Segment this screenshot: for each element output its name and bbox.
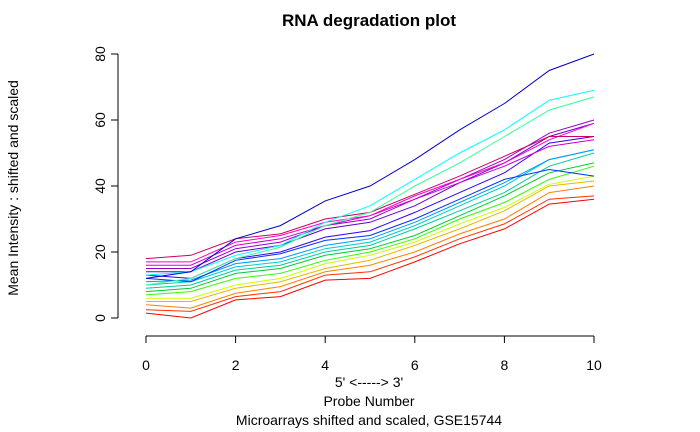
series-line-8 <box>145 152 595 289</box>
series-line-12 <box>145 136 595 279</box>
series-line-4 <box>146 180 595 302</box>
y-axis-label: Mean Intensity : shifted and scaled <box>5 80 21 296</box>
series-line-7 <box>145 162 595 293</box>
chart-subtitle: Microarrays shifted and scaled, GSE15744 <box>236 412 502 428</box>
y-tick-label: 60 <box>92 112 108 128</box>
x-ticks: 0 2 4 6 8 10 <box>142 336 602 373</box>
series-line-19 <box>145 89 595 276</box>
series-line-2 <box>145 195 595 312</box>
x-axis: 0 2 4 6 8 10 <box>142 335 602 373</box>
series-lines <box>145 53 595 319</box>
series-line-11 <box>145 168 595 283</box>
x-axis-label: Probe Number <box>323 393 414 409</box>
series-line-16 <box>146 122 595 263</box>
y-axis: 0 20 40 60 80 <box>92 46 119 322</box>
x-tick-label: 10 <box>586 357 602 373</box>
series-line-6 <box>145 165 595 296</box>
series-line-3 <box>145 185 595 309</box>
series-line-9 <box>145 149 595 286</box>
y-tick-label: 20 <box>92 244 108 260</box>
x-tick-label: 8 <box>501 357 509 373</box>
x-tick-label: 4 <box>321 357 329 373</box>
y-tick-label: 80 <box>92 46 108 62</box>
x-tick-label: 2 <box>232 357 240 373</box>
series-line-20 <box>145 53 595 279</box>
y-tick-label: 0 <box>92 314 108 322</box>
series-line-5 <box>146 175 595 299</box>
y-ticks: 0 20 40 60 80 <box>92 46 118 322</box>
series-line-15 <box>146 139 595 266</box>
series-line-18 <box>145 96 595 286</box>
y-tick-label: 40 <box>92 178 108 194</box>
x-direction-label: 5' <-----> 3' <box>335 374 403 390</box>
series-line-1 <box>145 198 595 319</box>
series-line-17 <box>145 136 594 260</box>
series-line-13 <box>146 122 595 273</box>
x-tick-label: 6 <box>411 357 419 373</box>
x-tick-label: 0 <box>142 357 150 373</box>
series-line-14 <box>146 119 595 269</box>
series-line-10 <box>145 149 595 283</box>
chart-title: RNA degradation plot <box>282 11 456 30</box>
